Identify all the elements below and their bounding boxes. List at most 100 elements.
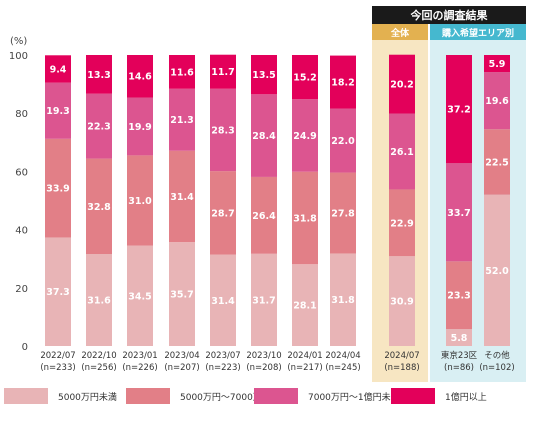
x-tick-label: 2022/07 — [40, 351, 75, 361]
x-tick-sample-size: (n=102) — [479, 363, 514, 373]
highlight-bg-area — [430, 40, 526, 382]
data-label: 30.9 — [390, 297, 413, 308]
bar-segment — [45, 55, 71, 83]
x-tick-label: その他 — [484, 350, 510, 361]
data-label: 19.3 — [46, 106, 69, 117]
bar-segment — [86, 254, 112, 346]
bar-segment — [292, 55, 318, 100]
data-label: 33.9 — [46, 184, 69, 195]
y-tick-label: 0 — [22, 342, 28, 353]
x-tick-label: 2022/10 — [81, 351, 116, 361]
data-label: 37.2 — [447, 105, 470, 116]
x-tick-label: 2024/07 — [384, 351, 419, 361]
x-tick-sample-size: (n=188) — [384, 363, 419, 373]
group-label-overall: 全体 — [390, 27, 410, 39]
data-label: 31.8 — [331, 295, 355, 306]
bar-segment — [484, 72, 510, 130]
data-label: 22.0 — [331, 136, 355, 147]
data-label: 31.7 — [252, 295, 275, 306]
x-tick-label: 2023/04 — [164, 351, 199, 361]
data-label: 31.4 — [170, 192, 194, 203]
data-label: 9.4 — [50, 64, 67, 75]
data-label: 28.1 — [293, 301, 316, 312]
data-label: 35.7 — [170, 290, 193, 301]
data-label: 11.7 — [211, 67, 234, 78]
legend-item: 7000万円～1億円未満 — [254, 388, 400, 404]
x-tick-label: 2023/01 — [122, 351, 157, 361]
bar-segment — [251, 176, 277, 254]
group-label-area: 購入希望エリア別 — [441, 27, 514, 39]
bar-segment — [330, 55, 356, 109]
y-tick-label: 20 — [15, 284, 28, 295]
bar-segment — [169, 88, 195, 151]
data-label: 5.8 — [451, 333, 468, 344]
x-tick-label: 2024/01 — [287, 351, 322, 361]
legend-item: 5000万円未満 — [4, 388, 117, 404]
x-tick-sample-size: (n=208) — [246, 363, 281, 373]
bar-segment — [210, 254, 236, 346]
data-label: 19.6 — [485, 96, 509, 107]
bar-segment — [292, 171, 318, 265]
data-label: 28.3 — [211, 125, 234, 136]
data-label: 24.9 — [293, 131, 316, 142]
bar-segment — [210, 88, 236, 172]
legend-swatch — [4, 388, 48, 404]
bar-segment — [389, 54, 415, 114]
legend-item: 5000万円～7000万円未満 — [126, 388, 289, 404]
bar-segment — [446, 261, 472, 330]
bar-segment — [292, 99, 318, 172]
data-label: 13.5 — [252, 70, 275, 81]
bar-segment — [330, 108, 356, 173]
data-label: 22.9 — [390, 218, 413, 229]
data-label: 31.6 — [87, 296, 111, 307]
data-label: 26.4 — [252, 211, 276, 222]
bar-segment — [251, 253, 277, 346]
bar-segment — [330, 172, 356, 254]
x-tick-label: 2023/10 — [246, 351, 281, 361]
legend-label: 1億円以上 — [445, 392, 487, 403]
data-label: 14.6 — [128, 72, 152, 83]
x-tick-label: 2023/07 — [205, 351, 240, 361]
data-label: 52.0 — [485, 266, 509, 277]
y-axis-label: (%) — [10, 36, 27, 47]
data-label: 31.4 — [211, 296, 235, 307]
data-label: 20.2 — [390, 80, 413, 91]
legend-swatch — [391, 388, 435, 404]
bar-segment — [330, 253, 356, 346]
bar-segment — [127, 245, 153, 346]
bar-segment — [86, 158, 112, 255]
bar-segment — [86, 55, 112, 94]
data-label: 28.4 — [252, 131, 276, 142]
x-tick-sample-size: (n=256) — [81, 363, 116, 373]
highlight-title-bar — [372, 6, 526, 24]
bar-segment — [127, 97, 153, 156]
data-label: 31.0 — [128, 196, 152, 207]
legend-label: 5000万円～7000万円未満 — [180, 392, 289, 403]
bar-segment — [389, 256, 415, 346]
data-label: 22.5 — [485, 157, 508, 168]
data-label: 37.3 — [46, 287, 69, 298]
legend-swatch — [126, 388, 170, 404]
data-label: 15.2 — [293, 73, 316, 84]
y-tick-label: 40 — [15, 226, 28, 237]
bar-segment — [446, 55, 472, 164]
x-tick-sample-size: (n=207) — [164, 363, 199, 373]
group-header-overall — [372, 24, 428, 40]
data-label: 27.8 — [331, 209, 355, 220]
bar-segment — [210, 54, 236, 89]
x-tick-sample-size: (n=217) — [287, 363, 322, 373]
data-label: 34.5 — [128, 291, 151, 302]
data-label: 13.3 — [87, 70, 110, 81]
bar-segment — [251, 55, 277, 95]
bar-segment — [251, 94, 277, 177]
legend-item: 1億円以上 — [391, 388, 487, 404]
legend: 5000万円未満 5000万円～7000万円未満 7000万円～1億円未満 1億円以上 — [0, 388, 536, 408]
data-label: 33.7 — [447, 208, 470, 219]
bar-segment — [45, 237, 71, 346]
y-tick-label: 100 — [9, 51, 28, 62]
data-label: 18.2 — [331, 78, 354, 89]
bar-segment — [86, 93, 112, 159]
bar-segment — [169, 55, 195, 89]
x-tick-label: 東京23区 — [441, 350, 478, 361]
